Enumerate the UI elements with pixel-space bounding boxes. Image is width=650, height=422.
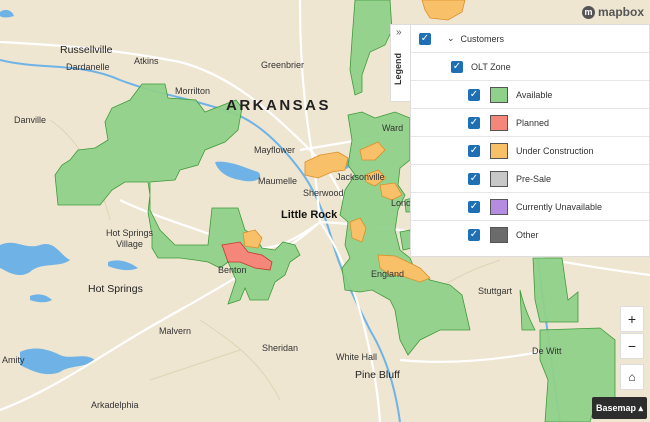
swatch-available [490,86,508,103]
swatch-under-construction [490,142,508,159]
swatch-other [490,226,508,243]
legend-row-currently-unavailable[interactable]: ✓ Currently Unavailable [411,193,649,221]
checkbox-other[interactable]: ✓ [468,228,480,241]
place-white-hall: White Hall [336,352,378,362]
legend-row-pre-sale[interactable]: ✓ Pre-Sale [411,165,649,193]
checkbox-customers[interactable]: ✓ [419,32,431,45]
legend-label-currently-unavailable: Currently Unavailable [516,201,603,212]
place-russellville: Russellville [60,44,113,56]
legend-row-under-construction[interactable]: ✓ Under Construction [411,137,649,165]
checkbox-under-construction[interactable]: ✓ [468,144,480,157]
legend-panel: ✓ ⌄ Customers ✓ OLT Zone ✓ Available ✓ P… [410,24,650,257]
mapbox-wordmark: mapbox [597,5,644,19]
place-stuttgart: Stuttgart [478,286,513,296]
place-arkadelphia: Arkadelphia [91,400,139,410]
place-maumelle: Maumelle [258,176,298,186]
place-morrilton: Morrilton [175,86,211,96]
place-england: England [371,269,405,279]
place-atkins: Atkins [134,56,159,66]
place-ward: Ward [382,123,404,133]
legend-label-other: Other [516,229,539,240]
place-benton: Benton [218,265,247,275]
checkbox-available[interactable]: ✓ [468,88,480,101]
place-hot-springs-village: Hot Springs Village [106,228,154,249]
collapse-chevron-icon: » [396,27,402,38]
legend-label-planned: Planned [516,117,550,128]
checkbox-planned[interactable]: ✓ [468,116,480,129]
mapbox-icon: m [581,5,595,19]
home-button[interactable]: ⌂ [620,364,644,390]
water-bodies [0,9,352,375]
place-pine-bluff: Pine Bluff [355,369,400,381]
legend-tab-label: Legend [393,52,403,85]
legend-label-pre-sale: Pre-Sale [516,173,552,184]
basemap-button[interactable]: Basemap ▴ [592,397,647,419]
zoom-out-button[interactable]: − [620,333,644,359]
checkbox-olt-zone[interactable]: ✓ [451,60,463,73]
chevron-down-icon[interactable]: ⌄ [447,33,455,43]
legend-row-available[interactable]: ✓ Available [411,81,649,109]
place-dardanelle: Dardanelle [66,62,110,72]
place-hot-springs: Hot Springs [88,283,143,295]
legend-label-customers: Customers [460,33,505,44]
place-de-witt: De Witt [532,346,562,356]
legend-label-olt-zone: OLT Zone [471,61,511,72]
under-construction-zones [242,0,466,283]
zoom-in-button[interactable]: + [620,306,644,332]
place-jacksonville: Jacksonville [336,172,385,182]
legend-label-available: Available [516,89,553,100]
place-sherwood: Sherwood [303,188,344,198]
checkbox-currently-unavailable[interactable]: ✓ [468,200,480,213]
swatch-pre-sale [490,170,508,187]
legend-row-planned[interactable]: ✓ Planned [411,109,649,137]
place-malvern: Malvern [159,326,192,336]
legend-toggle-tab[interactable]: » Legend [390,24,411,102]
place-lonoke: Lono [391,198,412,208]
mapbox-logo[interactable]: m mapbox [581,5,644,19]
legend-row-customers[interactable]: ✓ ⌄ Customers [411,25,649,53]
swatch-planned [490,114,508,131]
swatch-currently-unavailable [490,198,508,215]
place-amity: Amity [2,355,25,365]
place-mayflower: Mayflower [254,145,296,155]
legend-label-under-construction: Under Construction [516,145,594,156]
place-little-rock: Little Rock [281,209,338,221]
checkbox-pre-sale[interactable]: ✓ [468,172,480,185]
legend-row-olt-zone[interactable]: ✓ OLT Zone [411,53,649,81]
place-greenbrier: Greenbrier [261,60,305,70]
legend-row-other[interactable]: ✓ Other [411,221,649,248]
place-arkansas: ARKANSAS [226,97,332,114]
place-danville: Danville [14,115,47,125]
planned-zones [221,241,273,271]
place-sheridan: Sheridan [262,343,299,353]
